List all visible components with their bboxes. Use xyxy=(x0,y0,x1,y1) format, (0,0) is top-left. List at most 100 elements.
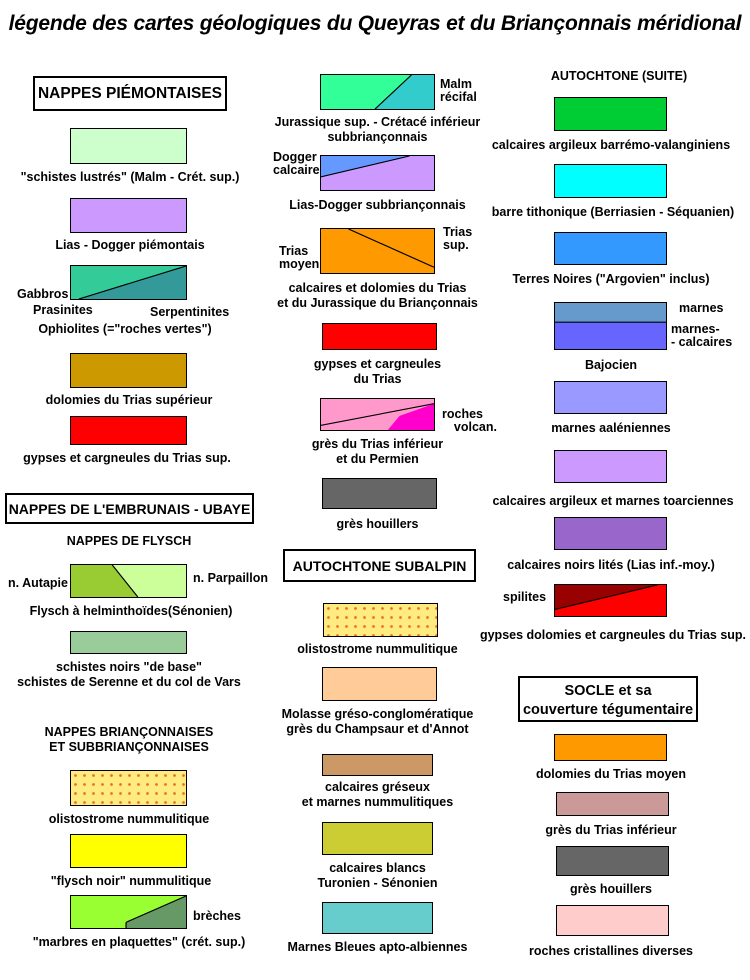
label-trias-sup-line1: Trias xyxy=(443,225,473,239)
label-socle-gres-houillers: grès houillers xyxy=(570,882,652,896)
label-calcaires-greseux-line2: et marnes nummulitiques xyxy=(301,795,454,809)
label-flysch-noir: "flysch noir" nummulitique xyxy=(50,874,212,888)
label-calcaires-argileux-barremo: calcaires argileux barrémo-valanginiens xyxy=(491,138,731,152)
header-nappes-piemontaises-text: NAPPES PIÉMONTAISES xyxy=(37,85,223,102)
label-molasse-line2: grès du Champsaur et d'Annot xyxy=(286,722,469,736)
label-molasse-line1: Molasse gréso-conglomératique xyxy=(281,707,474,721)
swatch-calcaires-greseux xyxy=(322,754,433,776)
label-jurassique-line2: subbriançonnais xyxy=(327,130,428,144)
swatch-lias-dogger-subbrianconnais xyxy=(320,155,435,191)
swatch-terres-noires xyxy=(554,232,667,265)
header-socle-line2: couverture tégumentaire xyxy=(522,702,694,718)
swatch-calcaires-blancs xyxy=(322,822,433,855)
label-serpentinites: Serpentinites xyxy=(150,305,230,319)
label-schistes-lustres: "schistes lustrés" (Malm - Crét. sup.) xyxy=(20,170,240,184)
header-socle: SOCLE et sa couverture tégumentaire xyxy=(518,676,698,722)
subheader-nappes-brianconnaises: NAPPES BRIANÇONNAISES ET SUBBRIANÇONNAIS… xyxy=(0,725,258,755)
label-marnes-calcaires-line1: marnes- xyxy=(671,322,720,336)
label-calcaires-dolomies-trias: calcaires et dolomies du Trias et du Jur… xyxy=(255,281,500,311)
swatch-socle-gres-houillers xyxy=(556,846,669,876)
label-dogger-line2: calcaire xyxy=(273,163,320,177)
label-bajocien: Bajocien xyxy=(584,358,638,372)
label-calcaires-toarciennes: calcaires argileux et marnes toarciennes xyxy=(492,494,734,508)
swatch-roches-cristallines xyxy=(556,905,669,936)
label-schistes-noirs-line1: schistes noirs "de base" xyxy=(56,660,202,674)
label-calcaires-noirs-lites: calcaires noirs lités (Lias inf.-moy.) xyxy=(507,558,715,572)
label-trias-sup: Trias sup. xyxy=(443,226,472,252)
label-trias-sup-line2: sup. xyxy=(443,238,469,252)
label-gres-houillers-mid: grès houillers xyxy=(336,517,419,531)
label-socle-gres-trias: grès du Trias inférieur xyxy=(545,823,677,837)
label-n-parpaillon: n. Parpaillon xyxy=(193,571,269,585)
swatch-flysch-helminthoides xyxy=(70,564,187,598)
swatch-olistostrome-mid xyxy=(323,603,438,637)
label-roches-cristallines: roches cristallines diverses xyxy=(529,944,693,958)
header-nappes-embrunais: NAPPES DE L'EMBRUNAIS - UBAYE xyxy=(5,493,254,524)
label-gypses-trias-line1: gypses et cargneules xyxy=(313,357,442,371)
label-marnes-calcaires-line2: - calcaires xyxy=(671,335,733,349)
label-marnes-bleues: Marnes Bleues apto-albiennes xyxy=(287,940,468,954)
label-gypses-trias: gypses et cargneules du Trias xyxy=(255,357,500,387)
label-jurassique-line1: Jurassique sup. - Crétacé inférieur xyxy=(274,115,481,129)
label-malm-line1: Malm xyxy=(440,77,472,91)
header-socle-line1: SOCLE et sa xyxy=(564,683,652,699)
label-trias-moyen-line2: moyen xyxy=(279,257,320,271)
label-calcaires-greseux-line1: calcaires gréseux xyxy=(325,780,430,794)
swatch-molasse xyxy=(322,667,437,701)
header-autochtone-subalpin-text: AUTOCHTONE SUBALPIN xyxy=(292,558,467,574)
swatch-marbres-plaquettes xyxy=(70,895,187,929)
label-socle-dolomies: dolomies du Trias moyen xyxy=(535,767,687,781)
swatch-socle-dolomies xyxy=(554,734,667,761)
label-trias-moyen: Trias moyen xyxy=(279,245,319,271)
swatch-calcaires-dolomies-trias xyxy=(320,228,435,274)
label-terres-noires: Terres Noires ("Argovien" inclus) xyxy=(512,272,710,286)
label-gypses-dolomies-trias-sup: gypses dolomies et cargneules du Trias s… xyxy=(479,628,747,642)
label-calcaires-blancs-line1: calcaires blancs xyxy=(329,861,426,875)
label-dolomies-trias-sup: dolomies du Trias supérieur xyxy=(45,393,213,407)
label-calcaires-blancs: calcaires blancs Turonien - Sénonien xyxy=(255,861,500,891)
swatch-ophiolites xyxy=(70,265,187,300)
label-molasse: Molasse gréso-conglomératique grès du Ch… xyxy=(255,707,500,737)
swatch-schistes-noirs xyxy=(70,631,187,654)
label-calcaires-dolomies-line2: et du Jurassique du Briançonnais xyxy=(277,296,478,310)
header-autochtone-subalpin: AUTOCHTONE SUBALPIN xyxy=(283,549,476,582)
label-olistostrome-mid: olistostrome nummulitique xyxy=(297,642,458,656)
swatch-bajocien xyxy=(554,302,667,350)
label-dogger-line1: Dogger xyxy=(273,150,317,164)
label-barre-tithonique: barre tithonique (Berriasien - Séquanien… xyxy=(491,205,735,219)
swatch-gres-houillers-mid xyxy=(322,478,437,509)
header-nappes-embrunais-text: NAPPES DE L'EMBRUNAIS - UBAYE xyxy=(8,501,251,517)
label-jurassique-sup: Jurassique sup. - Crétacé inférieur subb… xyxy=(255,115,500,145)
label-malm-line2: récifal xyxy=(440,90,477,104)
swatch-gypses-trias xyxy=(322,323,437,350)
swatch-calcaires-toarciennes xyxy=(554,450,667,483)
label-ophiolites: Ophiolites (="roches vertes") xyxy=(38,322,212,336)
swatch-lias-dogger-piemontais xyxy=(70,198,187,233)
swatch-calcaires-argileux-barremo xyxy=(554,97,667,131)
label-malm-recifal: Malm récifal xyxy=(440,78,477,104)
label-breches: brèches xyxy=(193,909,241,923)
label-lias-dogger-subbrianconnais: Lias-Dogger subbriançonnais xyxy=(289,198,466,212)
label-gres-trias-line1: grès du Trias inférieur xyxy=(311,437,444,451)
label-roches-volcan-line2: volcan. xyxy=(453,420,497,434)
swatch-marnes-aaleniennes xyxy=(554,381,667,414)
subheader-brianconnaises-line1: NAPPES BRIANÇONNAISES xyxy=(44,725,214,739)
label-calcaires-dolomies-line1: calcaires et dolomies du Trias xyxy=(288,281,467,295)
swatch-gres-trias-inferieur xyxy=(320,398,435,431)
label-gres-trias-inferieur: grès du Trias inférieur et du Permien xyxy=(255,437,500,467)
label-marnes: marnes xyxy=(679,301,724,315)
label-n-autapie: n. Autapie xyxy=(8,576,68,590)
label-lias-dogger-piemontais: Lias - Dogger piémontais xyxy=(55,238,205,252)
label-spilites: spilites xyxy=(503,590,547,604)
label-prasinites: Prasinites xyxy=(33,303,93,317)
label-marnes-aaleniennes: marnes aaléniennes xyxy=(551,421,671,435)
subheader-nappes-flysch: NAPPES DE FLYSCH xyxy=(66,534,192,548)
label-gabbros: Gabbros xyxy=(17,287,69,301)
label-schistes-noirs-line2: schistes de Serenne et du col de Vars xyxy=(17,675,241,689)
header-autochtone-suite: AUTOCHTONE (SUITE) xyxy=(550,69,688,83)
label-roches-volcan: roches volcan. xyxy=(442,408,497,434)
swatch-dolomies-trias-sup xyxy=(70,353,187,388)
label-dogger-calcaire: Dogger calcaire xyxy=(273,151,320,177)
header-nappes-piemontaises: NAPPES PIÉMONTAISES xyxy=(33,76,227,111)
